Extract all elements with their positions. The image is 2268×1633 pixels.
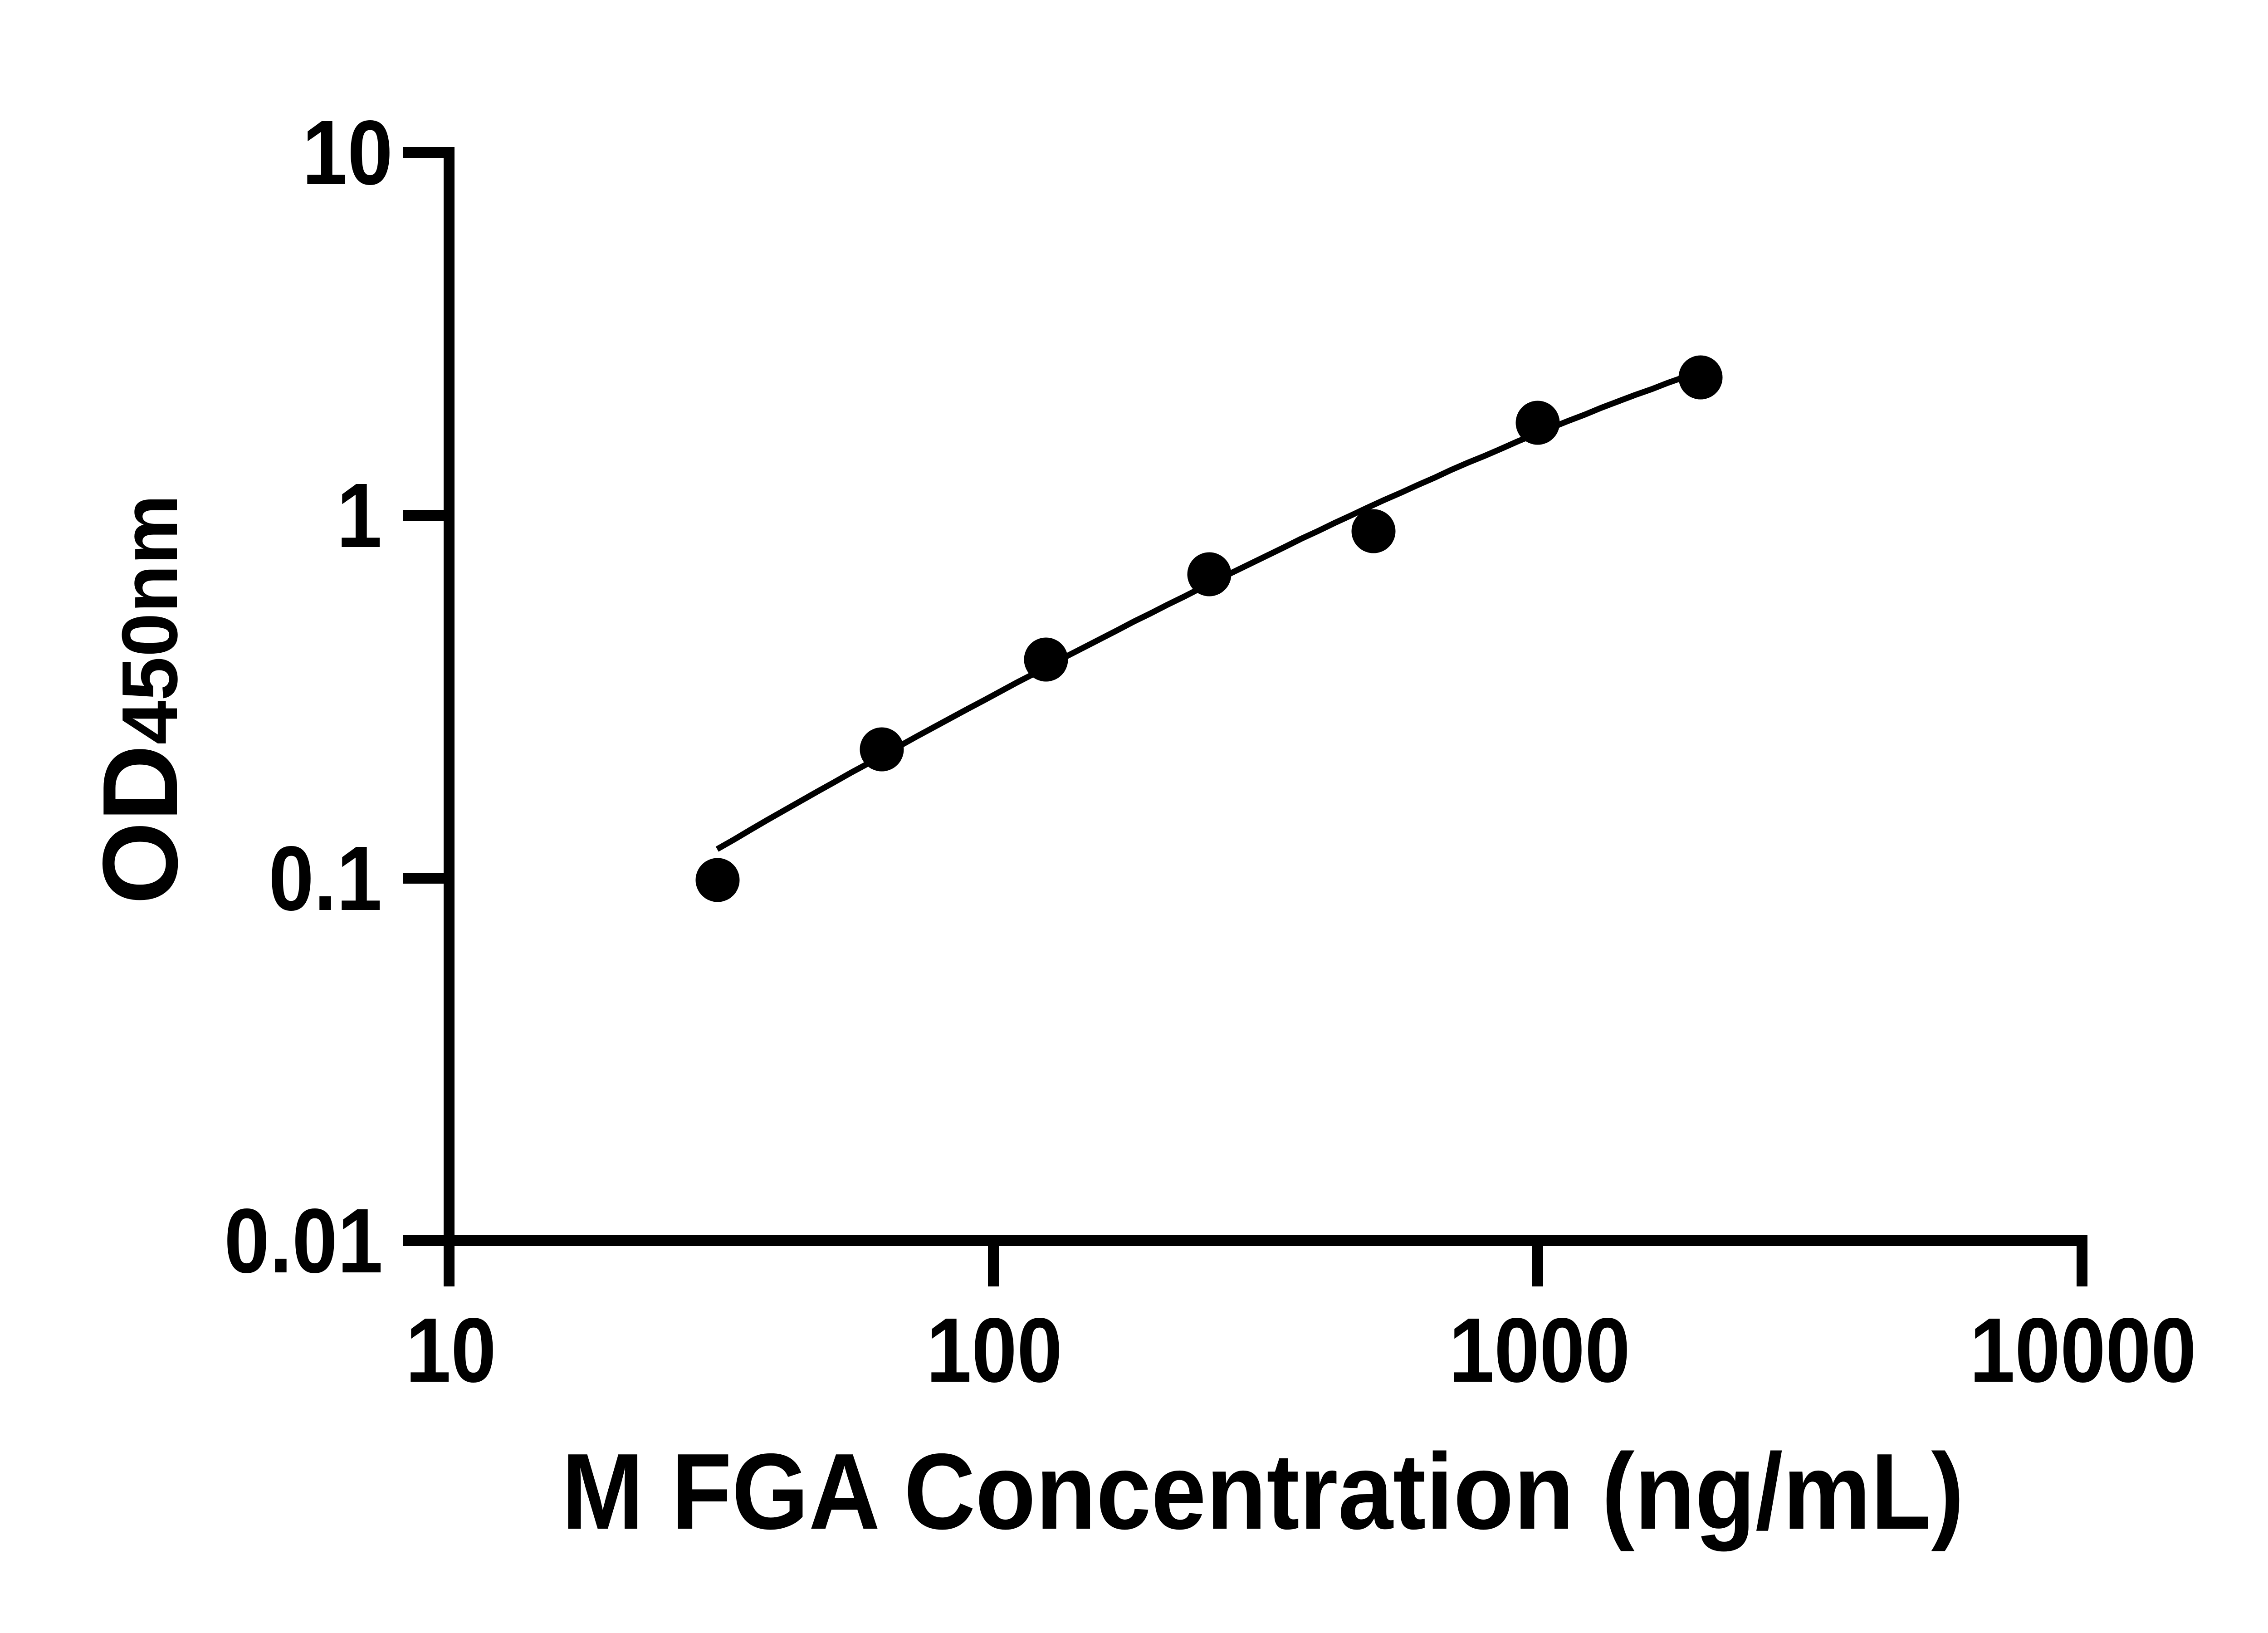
svg-text:1: 1 [337, 464, 382, 567]
svg-text:M FGA Concentration (ng/mL): M FGA Concentration (ng/mL) [562, 1431, 1964, 1552]
svg-text:0.01: 0.01 [224, 1189, 383, 1292]
svg-text:1000: 1000 [1449, 1299, 1630, 1401]
svg-text:100: 100 [926, 1299, 1062, 1401]
svg-text:10000: 10000 [1970, 1299, 2196, 1401]
svg-text:10: 10 [406, 1299, 496, 1401]
svg-text:10: 10 [302, 101, 393, 204]
svg-text:0.1: 0.1 [269, 827, 382, 929]
